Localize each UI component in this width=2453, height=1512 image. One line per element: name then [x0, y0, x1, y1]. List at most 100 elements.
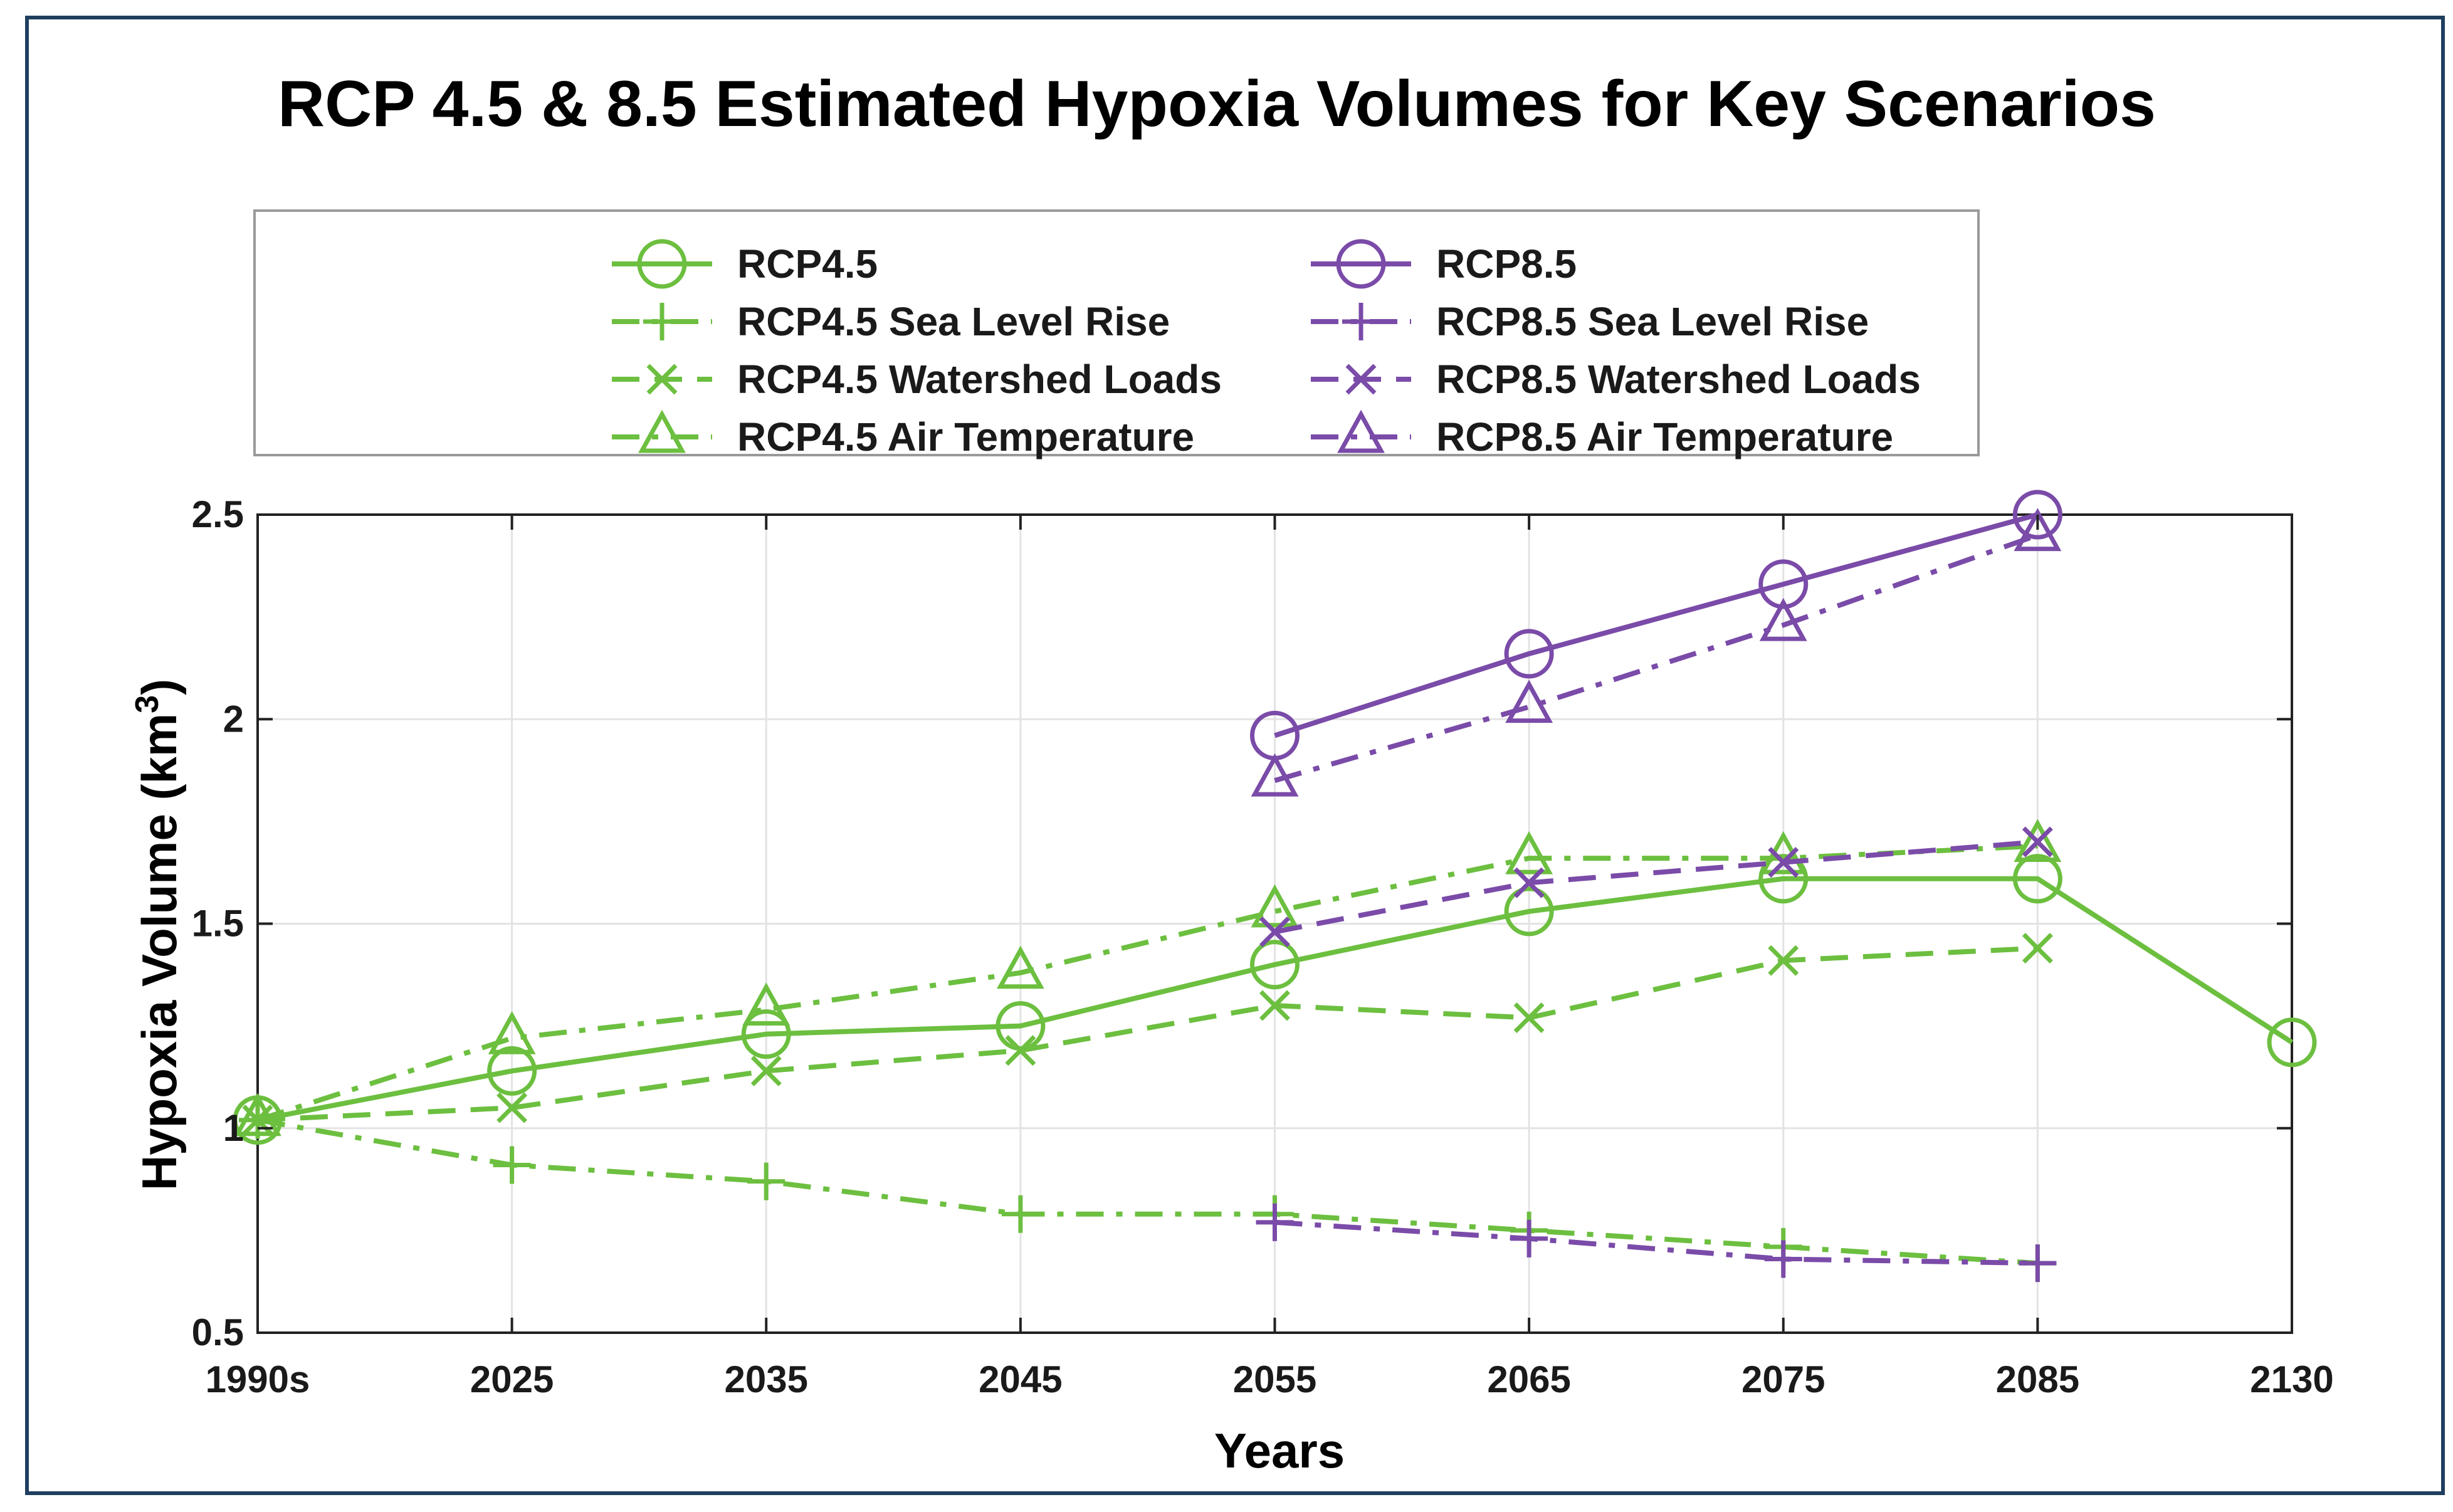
data-point-rcp8-5-sea-level-rise — [1510, 1219, 1548, 1257]
legend-swatch-marker — [637, 239, 687, 289]
data-point-rcp4-5-air-temperature — [996, 945, 1044, 989]
hypoxia-line-chart: RCP 4.5 & 8.5 Estimated Hypoxia Volumes … — [129, 68, 2334, 1478]
data-point-rcp8-5 — [2012, 490, 2062, 540]
data-point-rcp4-5-air-temperature — [742, 982, 791, 1026]
x-tick-label: 2085 — [1996, 1358, 2079, 1400]
series-line-rcp4-5-air-temperature — [256, 843, 2038, 1123]
legend-swatch-marker — [1336, 239, 1386, 289]
data-point-rcp4-5-watershed-loads — [1768, 945, 1799, 976]
series-line-rcp8-5 — [1274, 512, 2039, 738]
series-rcp4-5-watershed-loads — [242, 933, 2053, 1136]
data-point-rcp4-5 — [1504, 886, 1554, 937]
y-tick-label: 2.5 — [192, 493, 244, 535]
x-tick-label: 2045 — [979, 1358, 1062, 1400]
data-point-rcp4-5 — [2012, 854, 2062, 904]
data-point-rcp8-5 — [1504, 629, 1554, 679]
y-tick-label: 2 — [223, 698, 244, 740]
legend-swatch-marker — [1342, 303, 1380, 340]
y-axis-label-superscript: 3 — [129, 695, 165, 713]
series-line-rcp4-5-sea-level-rise — [257, 1117, 2038, 1266]
legend-entry-rcp4-5-watershed-loads: RCP4.5 Watershed Loads — [612, 357, 1222, 402]
series-rcp8-5 — [1250, 490, 2062, 760]
x-tick-label: 2035 — [725, 1358, 808, 1400]
data-point-rcp4-5-sea-level-rise — [493, 1146, 531, 1184]
data-point-rcp4-5-watershed-loads — [750, 1055, 782, 1086]
series-rcp8-5-sea-level-rise — [1256, 1203, 2057, 1283]
y-tick-label: 0.5 — [192, 1311, 244, 1353]
legend-entry-rcp8-5: RCP8.5 — [1311, 239, 1577, 289]
legend-label: RCP8.5 Watershed Loads — [1436, 357, 1921, 402]
data-point-rcp4-5-watershed-loads — [496, 1092, 528, 1123]
legend-entry-rcp8-5-watershed-loads: RCP8.5 Watershed Loads — [1311, 357, 1921, 402]
data-point-rcp4-5-watershed-loads — [2022, 933, 2053, 964]
legend-swatch-marker — [646, 364, 678, 395]
data-point-rcp4-5-watershed-loads — [1005, 1035, 1036, 1066]
legend-entry-rcp4-5-sea-level-rise: RCP4.5 Sea Level Rise — [612, 299, 1170, 344]
legend-label: RCP4.5 Watershed Loads — [737, 357, 1222, 402]
data-point-rcp8-5-air-temperature — [1251, 753, 1299, 797]
series-line-rcp8-5-watershed-loads — [1274, 839, 2038, 935]
legend-label: RCP4.5 Sea Level Rise — [737, 299, 1170, 344]
data-point-rcp4-5-air-temperature — [2014, 819, 2062, 863]
legend-label: RCP8.5 Air Temperature — [1436, 414, 1893, 459]
legend-label: RCP4.5 — [737, 241, 878, 286]
legend-box — [253, 209, 1980, 456]
y-axis-label-end: ) — [132, 679, 187, 695]
legend-entry-rcp4-5: RCP4.5 — [612, 239, 878, 289]
series-line-rcp4-5-watershed-loads — [257, 945, 2038, 1123]
data-point-rcp8-5-sea-level-rise — [2019, 1244, 2057, 1283]
legend-swatch-marker — [643, 303, 681, 340]
data-point-rcp8-5-air-temperature — [1759, 597, 1807, 641]
data-point-rcp4-5-sea-level-rise — [747, 1162, 785, 1200]
x-tick-label: 2130 — [2250, 1358, 2333, 1400]
legend-entry-rcp8-5-air-temperature: RCP8.5 Air Temperature — [1311, 409, 1893, 459]
series-rcp4-5-air-temperature — [234, 819, 2062, 1137]
data-point-rcp8-5-watershed-loads — [1768, 847, 1799, 878]
data-point-rcp8-5-sea-level-rise — [1764, 1240, 1802, 1278]
legend-label: RCP8.5 Sea Level Rise — [1436, 299, 1869, 344]
y-tick-label: 1 — [223, 1107, 244, 1149]
chart-frame: RCP 4.5 & 8.5 Estimated Hypoxia Volumes … — [25, 16, 2445, 1495]
legend-swatch-marker — [638, 409, 686, 453]
data-point-rcp4-5-air-temperature — [234, 1093, 281, 1137]
data-point-rcp8-5-watershed-loads — [2022, 826, 2053, 858]
legend-label: RCP8.5 — [1436, 241, 1577, 286]
data-point-rcp8-5-air-temperature — [1505, 680, 1553, 723]
legend-swatch-marker — [1337, 409, 1385, 453]
series-line-rcp8-5-air-temperature — [1274, 532, 2039, 783]
data-point-rcp4-5-air-temperature — [1251, 884, 1299, 928]
data-point-rcp4-5 — [1250, 940, 1300, 990]
data-point-rcp8-5-sea-level-rise — [1256, 1203, 1294, 1241]
y-axis-label: Hypoxia Volume (km3) — [129, 679, 187, 1190]
data-point-rcp8-5-air-temperature — [2014, 508, 2062, 552]
x-tick-label: 2065 — [1487, 1358, 1570, 1400]
plot-area: 0.5 1 1.5 2 2.5 1990s 2025 2035 2045 2055 2065 2075… — [192, 490, 2334, 1400]
x-tick-label: 2055 — [1233, 1358, 1316, 1400]
data-point-rcp4-5 — [487, 1046, 537, 1096]
legend-entry-rcp8-5-sea-level-rise: RCP8.5 Sea Level Rise — [1311, 299, 1869, 344]
x-tick-label: 1990s — [206, 1358, 310, 1400]
series-rcp8-5-air-temperature — [1251, 508, 2062, 797]
data-point-rcp4-5 — [741, 1009, 791, 1059]
data-point-rcp4-5-air-temperature — [1505, 831, 1553, 874]
data-point-rcp4-5-air-temperature — [488, 1011, 536, 1054]
data-point-rcp4-5-sea-level-rise — [1001, 1195, 1039, 1233]
legend-swatch-marker — [1345, 364, 1377, 395]
chart-title: RCP 4.5 & 8.5 Estimated Hypoxia Volumes … — [278, 68, 2156, 140]
legend-entry-rcp4-5-air-temperature: RCP4.5 Air Temperature — [612, 409, 1194, 459]
y-axis-label-base: Hypoxia Volume (km — [132, 713, 187, 1190]
legend-label: RCP4.5 Air Temperature — [737, 414, 1194, 459]
data-point-rcp4-5-watershed-loads — [1513, 1002, 1545, 1034]
series-line-rcp8-5-sea-level-rise — [1274, 1219, 2038, 1266]
data-point-rcp4-5-watershed-loads — [1259, 990, 1290, 1021]
data-point-rcp8-5-watershed-loads — [1259, 916, 1290, 948]
legend: RCP4.5 RCP4.5 Sea Level Rise RCP4.5 Waters… — [253, 209, 1980, 459]
series-rcp8-5-watershed-loads — [1259, 826, 2053, 948]
y-tick-label: 1.5 — [192, 903, 244, 945]
data-point-rcp8-5-watershed-loads — [1513, 867, 1545, 898]
data-point-rcp4-5 — [2267, 1017, 2317, 1068]
x-tick-label: 2025 — [470, 1358, 554, 1400]
x-tick-label: 2075 — [1741, 1358, 1825, 1400]
series-line-rcp4-5 — [257, 876, 2294, 1123]
x-axis-label: Years — [1214, 1423, 1345, 1478]
